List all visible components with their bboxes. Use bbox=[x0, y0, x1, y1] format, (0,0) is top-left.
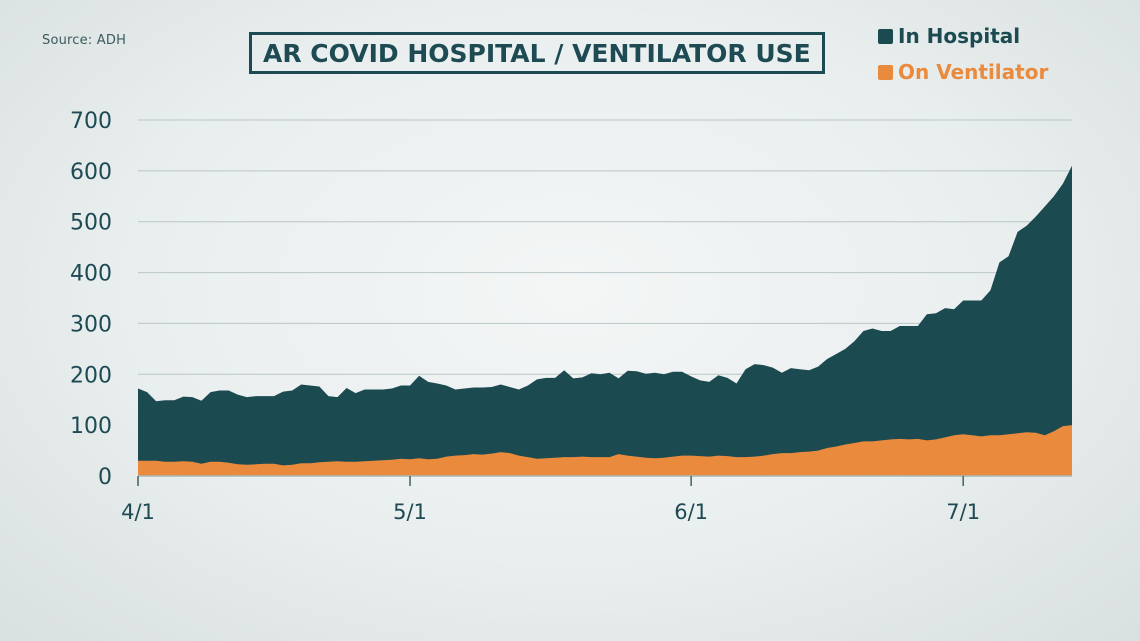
y-tick-label: 500 bbox=[70, 211, 112, 236]
y-axis: 0 100 200 300 400 500 600 700 bbox=[70, 109, 112, 490]
legend: In Hospital On Ventilator bbox=[878, 24, 1048, 96]
y-tick-label: 100 bbox=[70, 414, 112, 439]
x-axis: 4/1 5/1 6/1 7/1 bbox=[121, 476, 980, 524]
x-tick-label: 5/1 bbox=[393, 500, 427, 524]
chart-title-box: AR COVID HOSPITAL / VENTILATOR USE bbox=[249, 32, 825, 74]
x-tick-label: 7/1 bbox=[946, 500, 980, 524]
y-tick-label: 700 bbox=[70, 109, 112, 134]
x-tick-label: 6/1 bbox=[674, 500, 708, 524]
area-on-ventilator bbox=[138, 425, 1072, 476]
area-in-hospital bbox=[138, 165, 1072, 476]
y-tick-label: 0 bbox=[98, 465, 112, 490]
y-tick-label: 200 bbox=[70, 363, 112, 388]
y-tick-label: 300 bbox=[70, 312, 112, 337]
y-tick-label: 400 bbox=[70, 262, 112, 287]
x-tick-label: 4/1 bbox=[121, 500, 155, 524]
legend-swatch-in-hospital bbox=[878, 28, 893, 44]
source-note: Source: ADH bbox=[42, 33, 127, 48]
legend-label-on-ventilator: On Ventilator bbox=[898, 60, 1049, 84]
legend-label-in-hospital: In Hospital bbox=[898, 24, 1021, 48]
chart-title: AR COVID HOSPITAL / VENTILATOR USE bbox=[263, 38, 811, 68]
legend-swatch-on-ventilator bbox=[878, 64, 893, 80]
legend-item-on-ventilator: On Ventilator bbox=[878, 60, 1048, 84]
plot-areas bbox=[138, 165, 1072, 477]
y-tick-label: 600 bbox=[70, 160, 112, 185]
legend-item-in-hospital: In Hospital bbox=[878, 24, 1048, 48]
